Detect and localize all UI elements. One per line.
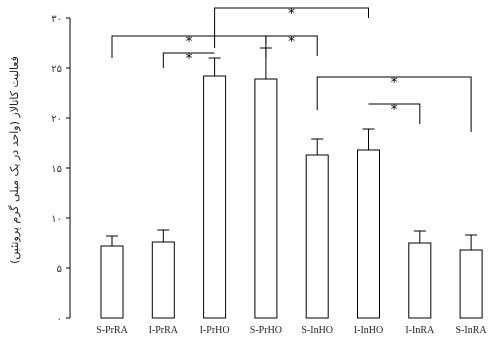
y-tick-label: ۲۵ bbox=[51, 64, 62, 75]
x-tick-label-I-InHO: I-InHO bbox=[354, 325, 383, 336]
bar-S-InHO bbox=[305, 154, 329, 319]
bar-S-PrHO bbox=[254, 78, 278, 319]
significance-star: * bbox=[288, 6, 295, 22]
bar-I-PrRA bbox=[151, 241, 175, 319]
significance-star: * bbox=[391, 102, 398, 118]
x-tick-label-I-PrRA: I-PrRA bbox=[149, 325, 179, 336]
y-tick-label: ۲۰ bbox=[51, 114, 62, 125]
significance-star: * bbox=[288, 34, 295, 50]
significance-brackets: ****** bbox=[111, 6, 472, 132]
y-tick-label: ۵ bbox=[57, 264, 62, 275]
x-tick-label-S-PrRA: S-PrRA bbox=[96, 325, 128, 336]
y-tick-label: ۳۰ bbox=[51, 14, 62, 25]
significance-star: * bbox=[185, 34, 192, 50]
x-tick-label-S-PrHO: S-PrHO bbox=[250, 325, 282, 336]
bar-I-PrHO bbox=[203, 75, 227, 319]
x-tick-label-S-InHO: S-InHO bbox=[301, 325, 333, 336]
y-axis-label: فعالیت کاتالاز (واحد در یک میلی گرم پروت… bbox=[8, 56, 21, 264]
x-tick-label-I-PrHO: I-PrHO bbox=[200, 325, 230, 336]
significance-star: * bbox=[391, 75, 398, 91]
bracket-I-PrHO-I-InHO bbox=[214, 7, 369, 48]
significance-star: * bbox=[185, 51, 192, 67]
bracket-S-PrRA-S-PrHO bbox=[111, 35, 267, 58]
bar-I-InRA bbox=[408, 242, 432, 319]
x-tick-label-S-InRA: S-InRA bbox=[456, 325, 488, 336]
bar-S-PrRA bbox=[100, 245, 124, 319]
bracket-S-PrHO-S-InHO bbox=[265, 35, 318, 56]
y-tick-label: ۱۵ bbox=[51, 164, 62, 175]
bracket-I-InHO-I-InRA bbox=[368, 103, 421, 124]
bars bbox=[100, 47, 483, 319]
bar-I-InHO bbox=[357, 149, 380, 319]
bracket-S-InHO-S-InRA bbox=[316, 76, 472, 132]
axes: ۰ ۵ ۱۰ ۱۵ ۲۰ ۲۵ ۳۰ S-PrRA I-PrRA I-PrHO S-PrHO S-In… bbox=[51, 14, 487, 336]
x-tick-label-I-InRA: I-InRA bbox=[405, 325, 435, 336]
bar-S-InRA bbox=[459, 249, 483, 319]
bracket-I-PrRA-I-PrHO bbox=[162, 52, 215, 68]
y-tick-label: ۰ bbox=[57, 314, 62, 325]
y-tick-label: ۱۰ bbox=[51, 214, 62, 225]
